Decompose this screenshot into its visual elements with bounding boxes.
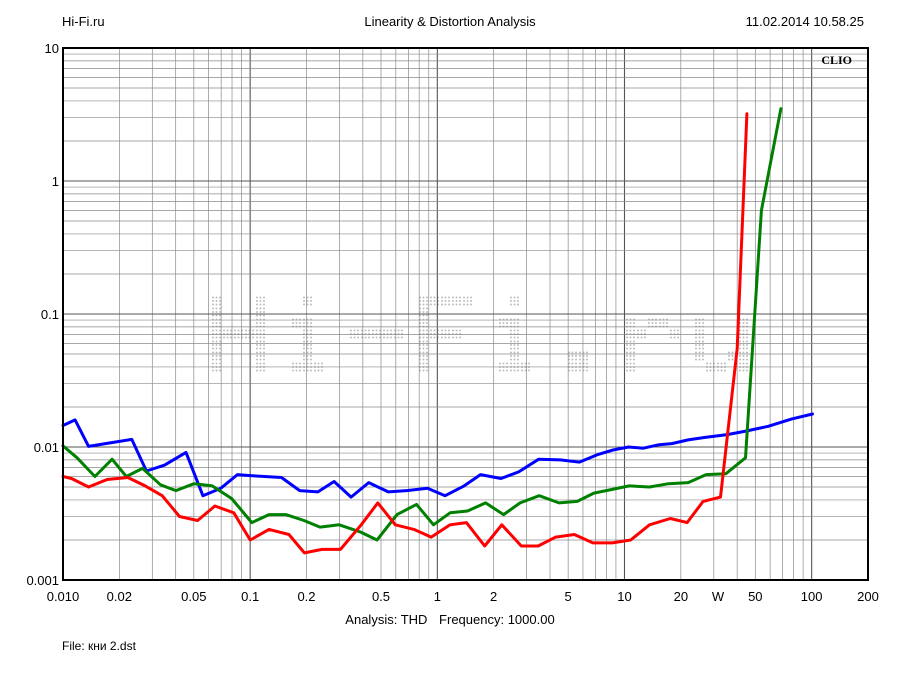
x-tick-label: 0.5 — [372, 589, 390, 604]
file-name: File: кни 2.dst — [62, 639, 136, 653]
x-tick-label: 200 — [857, 589, 879, 604]
x-tick-label: 0.010 — [47, 589, 80, 604]
x-tick-label: 0.02 — [107, 589, 132, 604]
x-tick-label: 0.05 — [181, 589, 206, 604]
x-tick-label: 20 — [674, 589, 688, 604]
y-tick-label: 10 — [45, 41, 59, 56]
plot-frame — [62, 47, 869, 581]
x-tick-label: 1 — [434, 589, 441, 604]
y-tick-labels: 10 1 0.1 0.01 0.001 — [26, 41, 59, 588]
series-layer — [61, 107, 814, 555]
series-line-1 — [61, 412, 814, 499]
x-tick-label: 100 — [801, 589, 823, 604]
analysis-caption: Analysis: THD Frequency: 1000.00 — [0, 612, 900, 627]
header-left: Hi-Fi.ru — [62, 14, 105, 29]
watermark — [212, 296, 748, 372]
brand-label: CLIO — [821, 53, 852, 67]
x-tick-label: 5 — [565, 589, 572, 604]
y-tick-label: 1 — [52, 174, 59, 189]
x-tick-label: 50 — [748, 589, 762, 604]
analysis-type: Analysis: THD — [345, 612, 428, 627]
analysis-frequency: Frequency: 1000.00 — [439, 612, 555, 627]
header-timestamp: 11.02.2014 10.58.25 — [745, 14, 864, 29]
series-line-2 — [61, 107, 783, 542]
grid — [63, 48, 868, 580]
chart-title: Linearity & Distortion Analysis — [364, 14, 536, 29]
y-tick-label: 0.001 — [26, 573, 59, 588]
y-tick-label: 0.01 — [34, 440, 59, 455]
x-tick-labels: 0.010 0.02 0.05 0.1 0.2 0.5 1 2 5 10 20 W 50 100 200 — [47, 589, 879, 604]
x-tick-label: 2 — [490, 589, 497, 604]
y-tick-label: 0.1 — [41, 307, 59, 322]
x-tick-label: 0.2 — [297, 589, 315, 604]
x-tick-label: W — [712, 589, 725, 604]
x-tick-label: 10 — [617, 589, 631, 604]
x-tick-label: 0.1 — [241, 589, 259, 604]
series-line-3 — [61, 112, 749, 555]
